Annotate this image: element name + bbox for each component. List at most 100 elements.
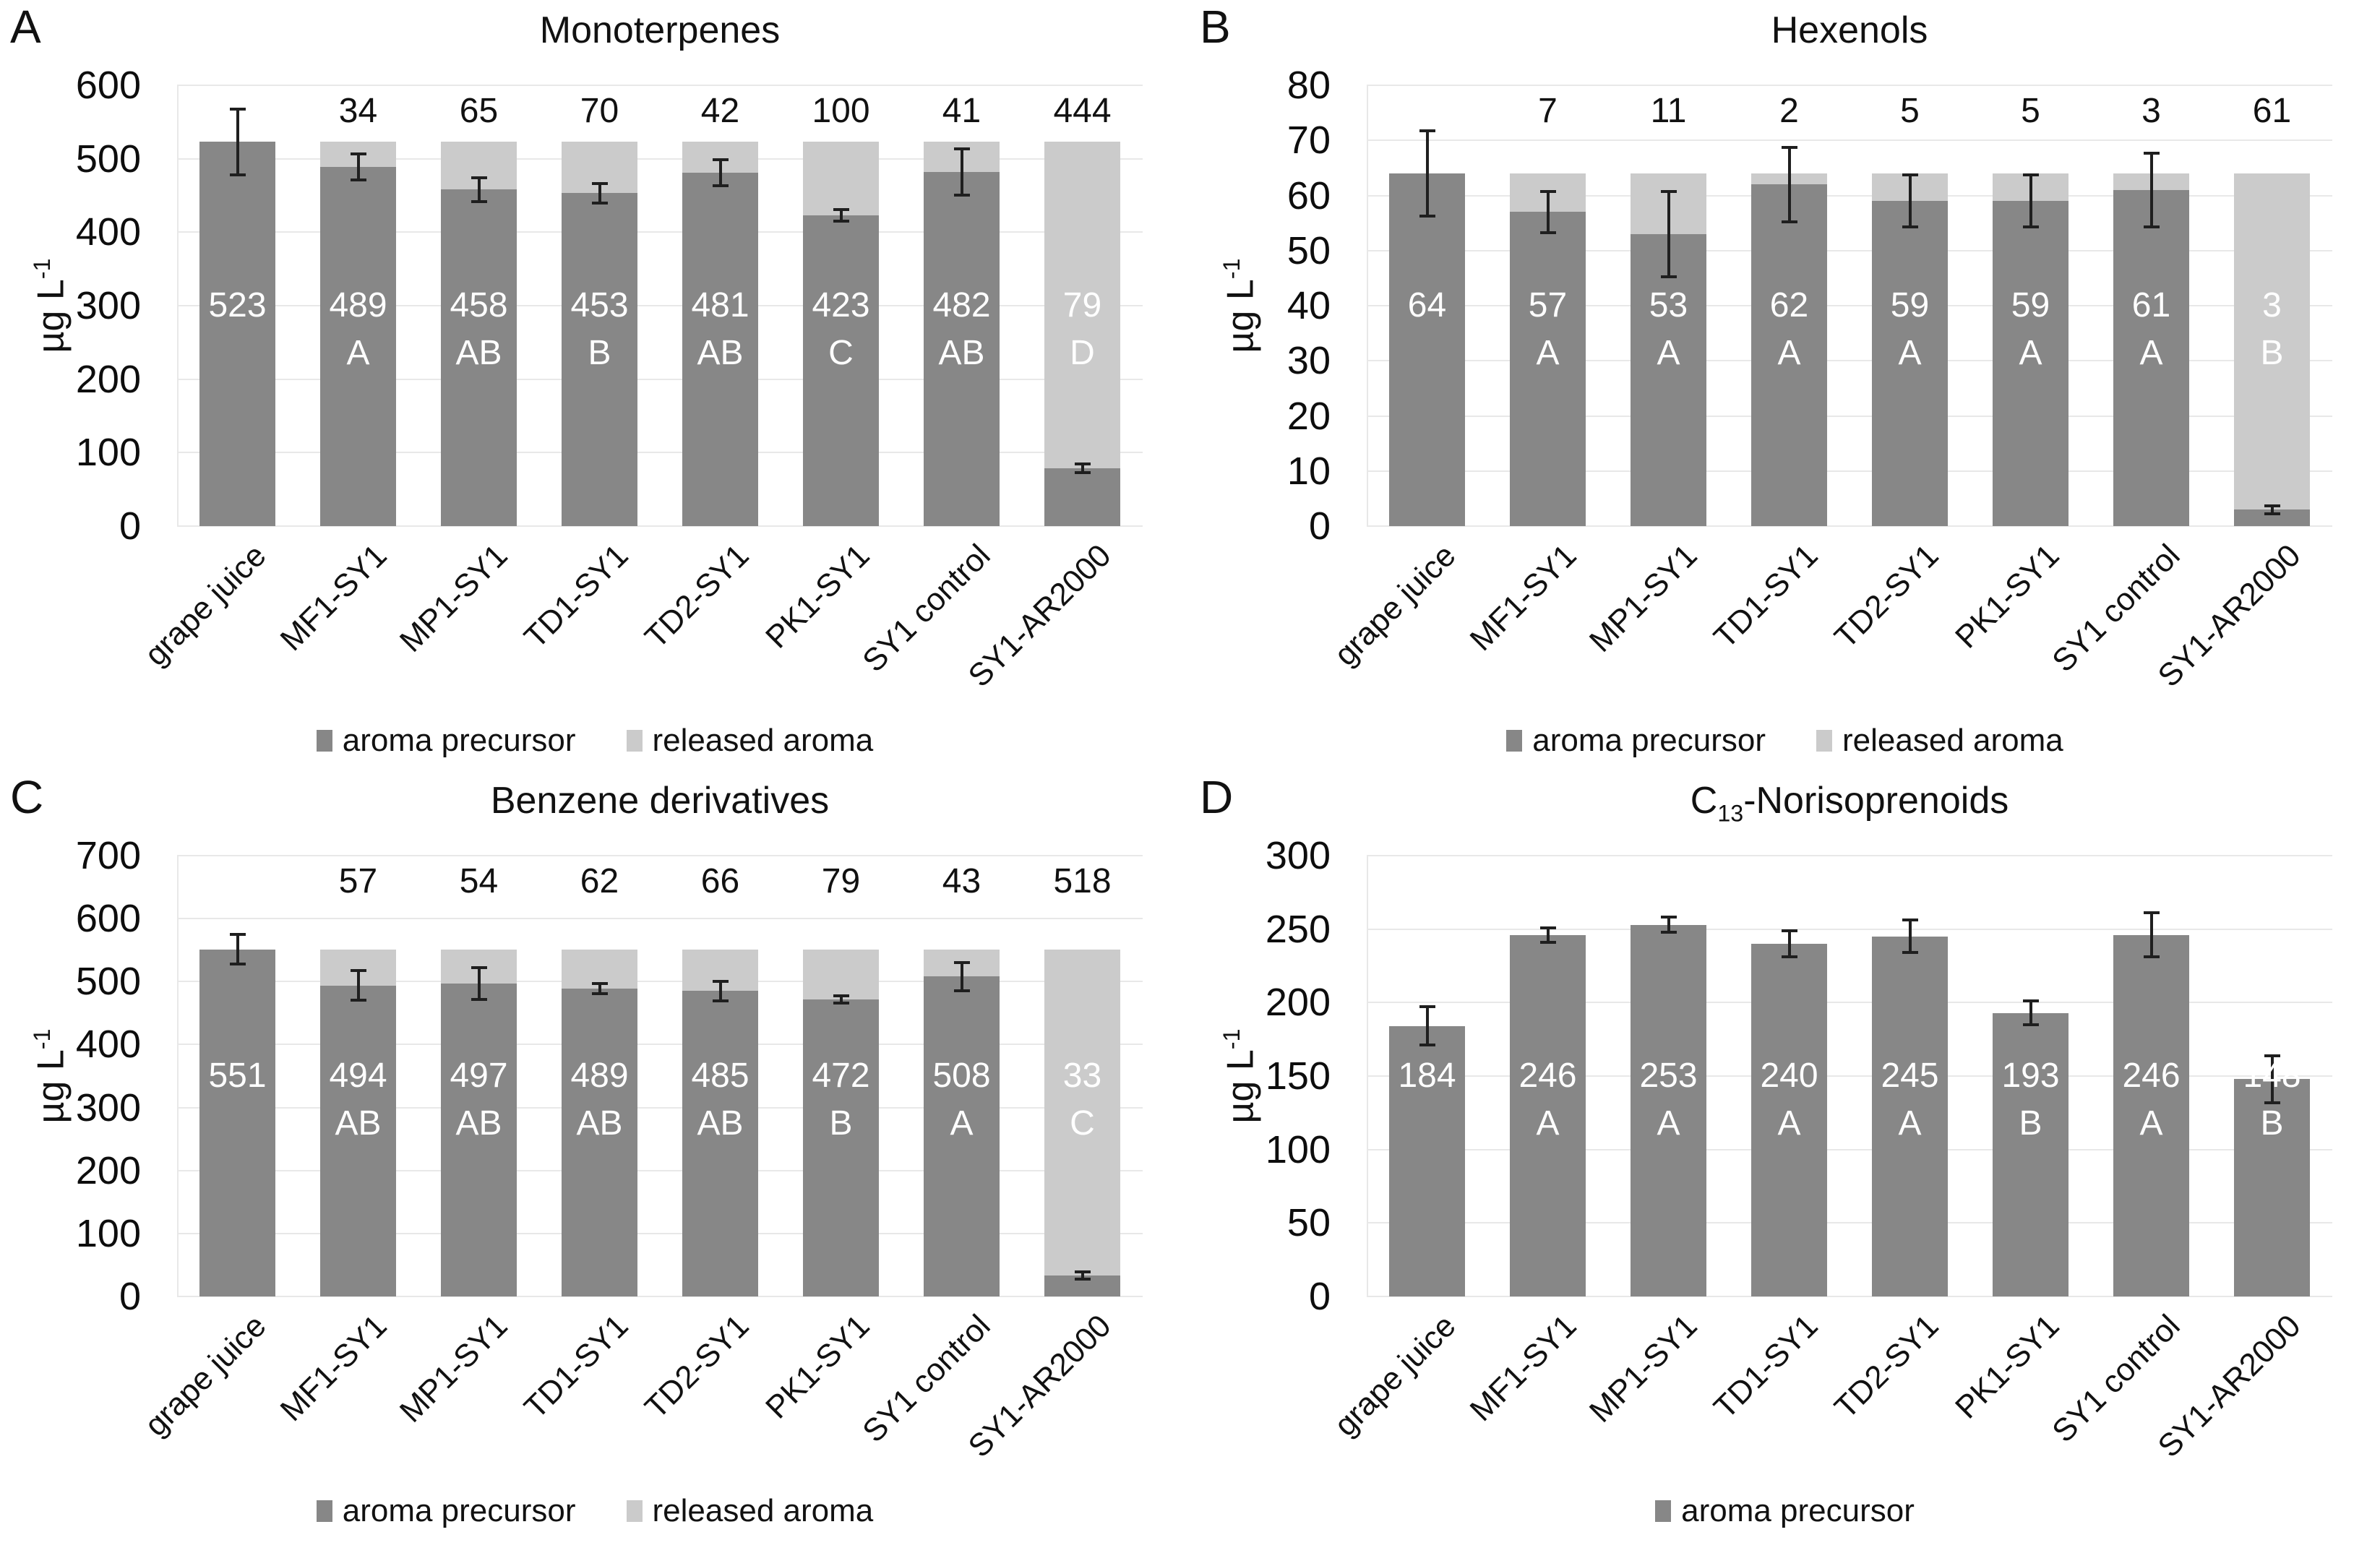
panel-monoterpenes: A Monoterpenes µg L-1 0 100 200 300 400 500 600 52… [0, 0, 1190, 770]
error-bar-stem [477, 176, 481, 203]
significance-letter: A [1657, 334, 1680, 372]
error-bar [471, 176, 487, 203]
error-bar-cap-top [833, 994, 849, 997]
error-bar-cap-bottom [833, 1001, 849, 1004]
bar-aroma-precursor [682, 172, 759, 526]
error-bar-cap-bottom [2264, 1101, 2280, 1104]
bar-value-number: 246 [1518, 1057, 1577, 1095]
bar-value-number: 57 [1528, 286, 1568, 324]
y-tick-label: 200 [1265, 981, 1331, 1025]
released-value-label: 11 [1650, 92, 1687, 130]
error-bar-cap-bottom [1902, 225, 1918, 229]
significance-letter: AB [697, 1104, 744, 1143]
y-tick-label: 0 [1308, 504, 1331, 548]
significance-letter: A [1777, 1104, 1801, 1143]
bar-value-label: 494 AB [298, 1052, 418, 1148]
legend-item-released-aroma: released aroma [626, 723, 873, 759]
error-bar-cap-top [591, 982, 608, 986]
significance-letter: A [1777, 334, 1801, 372]
bar-value-label: 184 [1367, 1052, 1487, 1100]
bar-value-label: 245 A [1850, 1052, 1970, 1148]
legend: aroma precursor [1190, 1493, 2380, 1529]
y-tick-label: 60 [1286, 173, 1331, 218]
released-aroma-swatch [1816, 730, 1833, 752]
gridline [177, 1296, 1143, 1297]
released-value-label: 57 [338, 862, 378, 900]
significance-letter: B [2019, 1104, 2042, 1143]
error-bar [712, 158, 729, 188]
error-bar-cap-bottom [471, 199, 487, 203]
error-bar [591, 182, 608, 205]
gridline [177, 1044, 1143, 1046]
bar-value-number: 184 [1398, 1057, 1456, 1095]
error-bar-cap-bottom [953, 193, 970, 197]
bar-value-label: 148 B [2212, 1052, 2332, 1148]
bar-value-number: 193 [2001, 1057, 2060, 1095]
bar-aroma-precursor [2233, 509, 2311, 526]
error-bar [1419, 1005, 1435, 1047]
panel-letter: C [10, 771, 44, 823]
gridline [1367, 85, 2332, 86]
panel-c13-norisoprenoids: D C13-Norisoprenoids µg L-1 0 50 100 150 200 250… [1190, 770, 2380, 1541]
released-value-label: 70 [580, 92, 619, 130]
panel-benzene-derivatives: C Benzene derivatives µg L-1 0 100 200 300 400 5… [0, 770, 1190, 1541]
significance-letter: B [829, 1104, 853, 1143]
error-bar-stem [598, 182, 601, 205]
bar-value-number: 59 [1890, 286, 1930, 324]
error-bar-stem [2270, 1054, 2274, 1104]
error-bar-stem [2029, 173, 2032, 229]
gridline [177, 378, 1143, 380]
error-bar-stem [1908, 173, 1912, 229]
error-bar-cap-bottom [2264, 512, 2280, 515]
error-bar-stem [236, 107, 239, 177]
panel-letter: D [1200, 771, 1234, 823]
error-bar-cap-top [1074, 462, 1091, 465]
bar-value-label: 57 A [1487, 282, 1608, 377]
error-bar-cap-bottom [953, 989, 970, 993]
significance-letter: AB [576, 1104, 623, 1143]
bar-value-number: 240 [1760, 1057, 1818, 1095]
error-bar-cap-bottom [591, 201, 608, 205]
bar-value-label: 61 A [2091, 282, 2212, 377]
bar-value-number: 53 [1649, 286, 1688, 324]
error-bar [2143, 151, 2160, 229]
gridline [1367, 305, 2332, 306]
legend-label: released aroma [1842, 723, 2063, 758]
error-bar-cap-top [1660, 916, 1677, 919]
plot-area: 523 34 489 A 65 458 AB 70 453 B 42 481 AB 100 423 C 41 48… [177, 85, 1143, 527]
error-bar-stem [1425, 1005, 1429, 1047]
error-bar-stem [960, 147, 963, 197]
error-bar-cap-top [1539, 189, 1556, 193]
legend-item-released-aroma: released aroma [626, 1493, 873, 1529]
bar-value-label: 551 [177, 1052, 298, 1100]
y-tick-label: 100 [75, 1211, 141, 1255]
error-bar-cap-top [1781, 145, 1797, 149]
y-tick-label: 300 [75, 284, 141, 327]
significance-letter: A [2139, 334, 2163, 372]
bar-value-label: 59 A [1850, 282, 1970, 377]
released-value-label: 518 [1053, 862, 1112, 900]
bar-aroma-precursor [802, 999, 880, 1296]
gridline [177, 1232, 1143, 1234]
y-tick-label: 20 [1286, 394, 1331, 438]
significance-letter: A [346, 334, 370, 372]
released-value-label: 7 [1538, 92, 1558, 130]
bar-value-number: 508 [932, 1057, 991, 1095]
error-bar-stem [598, 982, 601, 995]
significance-letter: A [1536, 1104, 1560, 1143]
error-bar-cap-top [953, 960, 970, 964]
bar-aroma-precursor [923, 171, 1000, 526]
released-value-label: 5 [2021, 92, 2040, 130]
error-bar [1781, 929, 1797, 959]
bar-value-number: 246 [2122, 1057, 2181, 1095]
error-bar-cap-bottom [1539, 231, 1556, 234]
bar-value-number: 423 [812, 286, 870, 324]
significance-letter: A [1898, 334, 1922, 372]
legend-item-aroma-precursor: aroma precursor [1506, 723, 1766, 759]
error-bar-cap-bottom [1074, 1278, 1091, 1281]
bar-aroma-precursor [1630, 924, 1707, 1296]
error-bar [1902, 173, 1918, 229]
error-bar [1660, 189, 1677, 278]
error-bar [2264, 1054, 2280, 1104]
released-aroma-swatch [626, 1500, 643, 1522]
